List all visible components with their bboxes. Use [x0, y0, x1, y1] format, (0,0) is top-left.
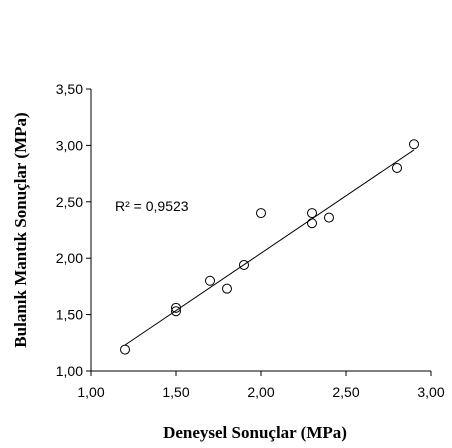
y-tick-label: 3,00 — [56, 137, 83, 153]
data-point — [222, 283, 232, 294]
y-ticks: 1,00 1,50 2,00 2,50 3,00 3,50 — [56, 81, 91, 379]
r-squared-annotation: R² = 0,9523 — [115, 198, 189, 214]
y-tick-label: 3,50 — [56, 81, 83, 97]
x-axis-title: Deneysel Sonuçlar (MPa) — [163, 423, 347, 442]
x-ticks: 1,00 1,50 2,00 2,50 3,00 — [77, 371, 445, 400]
y-tick-label: 1,50 — [56, 307, 83, 323]
x-tick-label: 2,50 — [332, 384, 359, 400]
y-tick-label: 2,00 — [56, 250, 83, 266]
data-point — [171, 306, 181, 317]
data-point — [409, 139, 419, 150]
trend-line — [124, 149, 415, 346]
data-point — [239, 259, 249, 270]
x-tick-label: 1,50 — [162, 384, 189, 400]
y-axis-title: Bulanık Mantık Sonuçlar (MPa) — [11, 112, 30, 347]
data-point — [307, 218, 317, 229]
data-point — [256, 208, 266, 219]
x-tick-label: 3,00 — [417, 384, 444, 400]
data-point — [205, 275, 215, 286]
data-points — [120, 139, 419, 355]
data-point — [392, 162, 402, 173]
data-point — [307, 208, 317, 219]
x-tick-label: 1,00 — [77, 384, 104, 400]
data-point — [324, 212, 334, 223]
data-point — [120, 344, 130, 355]
y-tick-label: 1,00 — [56, 363, 83, 379]
data-point — [171, 302, 181, 313]
x-tick-label: 2,00 — [247, 384, 274, 400]
y-tick-label: 2,50 — [56, 194, 83, 210]
